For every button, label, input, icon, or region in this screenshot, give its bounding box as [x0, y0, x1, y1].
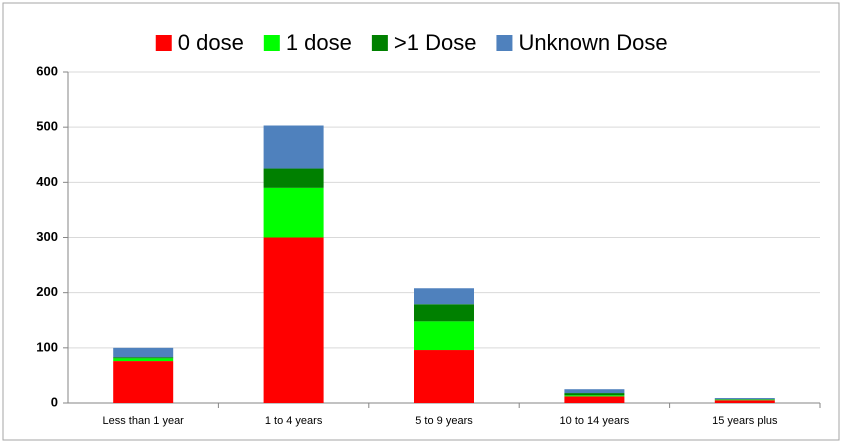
legend-label: Unknown Dose — [518, 30, 667, 55]
legend-swatch — [371, 35, 388, 51]
bar-segment — [564, 396, 625, 403]
bar-segment — [113, 357, 174, 359]
x-tick-label: 5 to 9 years — [415, 415, 473, 427]
x-tick-label: 15 years plus — [712, 415, 778, 427]
bar-segment — [113, 358, 174, 362]
bar-segment — [113, 361, 174, 403]
bar-segment — [414, 304, 474, 322]
bar-segment — [564, 393, 625, 396]
y-tick-label: 300 — [36, 229, 58, 244]
legend-label: 1 dose — [286, 30, 352, 55]
legend-swatch — [263, 35, 280, 51]
bar-segment — [714, 398, 775, 400]
bar-segment — [263, 168, 324, 188]
legend-swatch — [155, 35, 172, 51]
bar-segment — [564, 395, 625, 397]
bar-segment — [714, 400, 775, 403]
legend-swatch — [496, 35, 513, 51]
x-tick-label: 10 to 14 years — [560, 415, 630, 427]
legend-label: >1 Dose — [394, 30, 477, 55]
y-tick-label: 200 — [36, 284, 58, 299]
bar-segment — [263, 187, 324, 238]
bar-segment — [714, 399, 775, 400]
y-tick-label: 100 — [36, 339, 58, 354]
y-tick-label: 600 — [36, 63, 58, 78]
y-tick-label: 0 — [51, 394, 58, 409]
bar-segment — [564, 389, 625, 394]
bar-segment — [263, 237, 324, 403]
legend-label: 0 dose — [178, 30, 244, 55]
bar-segment — [414, 321, 474, 351]
x-tick-label: 1 to 4 years — [265, 415, 323, 427]
bar-segment — [414, 350, 474, 403]
y-tick-label: 500 — [36, 119, 58, 134]
bar-segment — [714, 399, 775, 401]
y-tick-label: 400 — [36, 174, 58, 189]
bar-segment — [414, 288, 474, 305]
bar-segment — [263, 125, 324, 169]
bar-segment — [113, 347, 174, 358]
x-tick-label: Less than 1 year — [103, 415, 185, 427]
